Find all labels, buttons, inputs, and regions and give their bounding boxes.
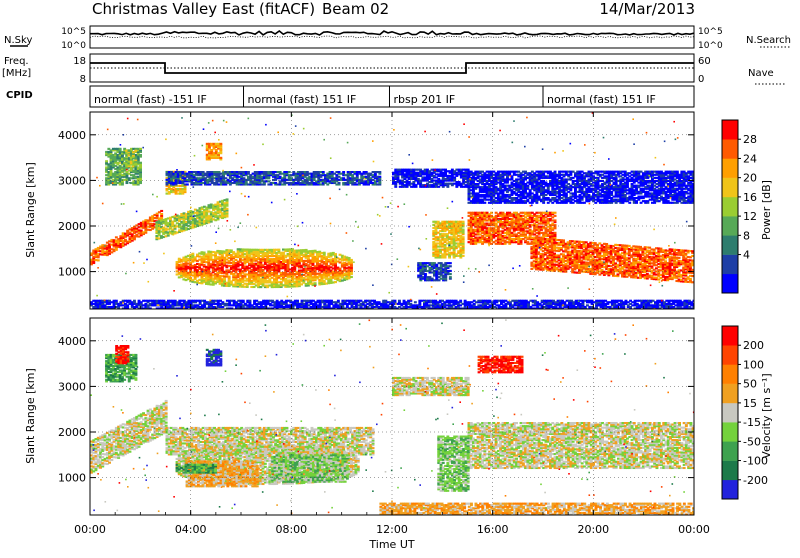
- heatmap-cell: [247, 171, 250, 173]
- plot-title: Christmas Valley East (fitACF): [92, 0, 315, 18]
- cpid-segment-label: normal (fast) -151 IF: [94, 93, 207, 106]
- heatmap-cell: [338, 182, 341, 184]
- heatmap-cell: [314, 282, 317, 284]
- heatmap-cell: [97, 259, 100, 261]
- noise-sky-line: [90, 31, 694, 35]
- freq-left-tick-high: 18: [73, 56, 86, 67]
- freq-label: Freq.: [4, 56, 29, 67]
- noise-right-tick-low: 10^0: [698, 41, 723, 51]
- heatmap-cell: [226, 198, 229, 200]
- nave-label: Nave: [748, 68, 774, 79]
- cpid-label: CPID: [6, 90, 33, 101]
- heatmap-cell: [350, 259, 353, 261]
- heatmap-cell: [350, 276, 353, 278]
- heatmap-cell: [348, 257, 351, 259]
- nsearch-label: N.Search: [746, 35, 791, 46]
- heatmap-cell: [105, 160, 108, 162]
- freq-left-tick-low: 8: [80, 74, 86, 85]
- heatmap-cell: [203, 264, 206, 266]
- freq-unit-label: [MHz]: [2, 68, 31, 79]
- heatmap-cell: [119, 148, 122, 150]
- heatmap-cell: [424, 273, 427, 275]
- freq-right-tick-high: 60: [698, 56, 711, 67]
- heatmap-cell: [562, 239, 565, 241]
- heatmap-cell: [378, 171, 381, 173]
- heatmap-cell: [449, 265, 452, 267]
- heatmap-cell: [339, 268, 342, 270]
- heatmap-cell: [134, 150, 137, 152]
- heatmap-cell: [160, 210, 163, 212]
- heatmap-cell: [186, 183, 189, 185]
- freq-right-tick-low: 0: [698, 74, 704, 85]
- heatmap-cell: [189, 277, 192, 279]
- heatmap-cell: [449, 262, 452, 264]
- noise-left-tick-high: 10^5: [61, 27, 86, 37]
- heatmap-cell: [203, 252, 206, 254]
- heatmap-cell: [467, 169, 470, 171]
- heatmap-cell: [449, 276, 452, 278]
- heatmap-cell: [554, 232, 557, 234]
- heatmap-cell: [219, 143, 222, 145]
- heatmap-cell: [139, 154, 142, 156]
- heatmap-cell: [226, 208, 229, 210]
- nsky-label: N.Sky: [4, 35, 32, 46]
- noise-left-tick-low: 10^0: [61, 41, 86, 51]
- heatmap-cell: [139, 148, 142, 150]
- heatmap-cell: [334, 253, 337, 255]
- cpid-segment-label: normal (fast) 151 IF: [547, 93, 656, 106]
- heatmap-cell: [278, 249, 281, 251]
- heatmap-cell: [342, 171, 345, 173]
- heatmap-cell: [554, 215, 557, 217]
- heatmap-cell: [462, 236, 465, 238]
- heatmap-cell: [462, 229, 465, 231]
- heatmap-cell: [554, 212, 557, 214]
- heatmap-cell: [139, 162, 142, 164]
- cpid-segment-label: rbsp 201 IF: [393, 93, 455, 106]
- heatmap-cell: [322, 171, 325, 173]
- cpid-segment-label: normal (fast) 151 IF: [248, 93, 357, 106]
- heatmap-cell: [334, 281, 337, 283]
- heatmap-cell: [228, 276, 231, 278]
- beam-label: Beam 02: [322, 0, 389, 18]
- cpid-segments: normal (fast) -151 IF normal (fast) 151 I…: [94, 86, 656, 107]
- heatmap-cell: [160, 213, 163, 215]
- heatmap-cell: [378, 176, 381, 178]
- heatmap-cell: [462, 255, 465, 257]
- heatmap-cell: [323, 252, 326, 254]
- heatmap-cell: [462, 221, 465, 223]
- heatmap-cell: [134, 157, 137, 159]
- heatmap-cell: [191, 253, 194, 255]
- noise-right-tick-high: 10^5: [698, 27, 723, 37]
- heatmap-cell: [323, 280, 326, 282]
- heatmap-cell: [219, 157, 222, 159]
- plot-date: 14/Mar/2013: [599, 0, 695, 18]
- heatmap-cell: [288, 171, 291, 173]
- heatmap-cell: [530, 237, 533, 239]
- heatmap-cell: [449, 273, 452, 275]
- power-panel-background: [90, 112, 694, 309]
- heatmap-cell: [554, 219, 557, 221]
- noise-search-line: [90, 36, 694, 38]
